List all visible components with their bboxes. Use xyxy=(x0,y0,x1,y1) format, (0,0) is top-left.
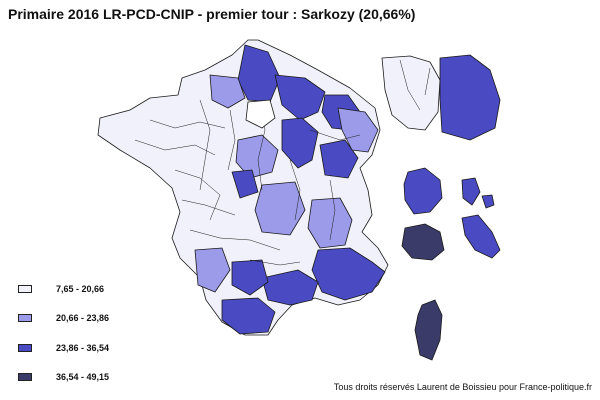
region-champagne xyxy=(281,117,319,169)
legend-item-3: 23,86 - 36,54 xyxy=(18,341,109,355)
inset-mayotte xyxy=(461,214,501,259)
legend-swatch-4 xyxy=(18,373,32,381)
inset-guadeloupe xyxy=(403,167,443,215)
ile-de-france xyxy=(245,99,276,129)
legend-label-4: 36,54 - 49,15 xyxy=(56,372,110,382)
legend-item-4: 36,54 - 49,15 xyxy=(18,370,109,384)
region-lorraine xyxy=(337,107,379,153)
region-rhone xyxy=(307,197,353,249)
legend-item-2: 20,66 - 23,86 xyxy=(18,311,109,325)
inset-corsica xyxy=(414,299,443,361)
region-picardie xyxy=(274,74,326,121)
inset-alsace xyxy=(381,54,501,141)
legend-label-2: 20,66 - 23,86 xyxy=(56,313,110,323)
overseas-insets xyxy=(401,167,501,361)
legend-swatch-3 xyxy=(18,344,32,352)
legend-label-3: 23,86 - 36,54 xyxy=(56,343,110,353)
region-languedoc xyxy=(261,269,319,306)
region-aquitaine xyxy=(194,247,231,293)
legend-label-1: 7,65 - 20,66 xyxy=(56,284,105,294)
inset-martinique xyxy=(461,177,481,206)
region-bourgogne xyxy=(319,139,359,179)
inset-reunion xyxy=(401,223,445,261)
region-auvergne xyxy=(254,181,306,236)
legend-item-1: 7,65 - 20,66 xyxy=(18,282,104,296)
region-provence xyxy=(311,247,386,301)
map-title: Primaire 2016 LR-PCD-CNIP - premier tour… xyxy=(8,6,416,22)
region-midi xyxy=(231,259,269,296)
region-normandie xyxy=(209,74,246,109)
mainland-france xyxy=(97,39,389,336)
legend-swatch-2 xyxy=(18,314,32,322)
legend-swatch-1 xyxy=(18,285,32,293)
inset-martinique-small xyxy=(481,194,495,209)
region-centre-dark xyxy=(231,169,259,199)
copyright-credit: Tous droits réservés Laurent de Boissieu… xyxy=(333,382,592,392)
region-pyrenees xyxy=(221,297,276,335)
region-centre xyxy=(235,134,279,179)
